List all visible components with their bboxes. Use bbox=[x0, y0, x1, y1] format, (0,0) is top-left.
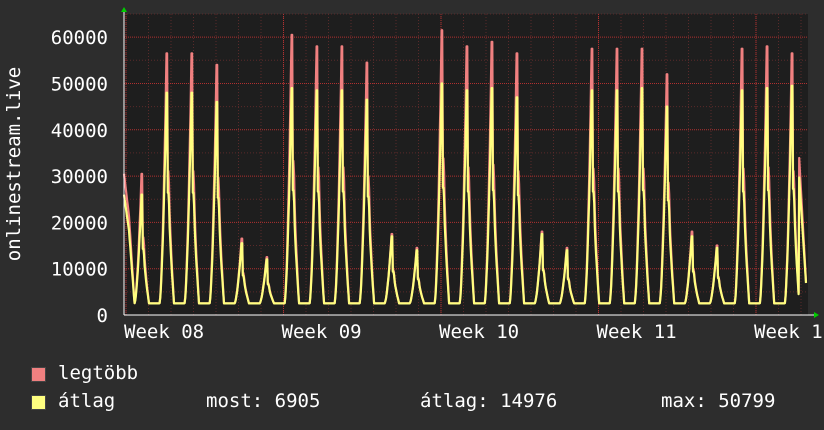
legend-label-max: legtöbb bbox=[58, 362, 139, 384]
series-avg-line bbox=[122, 82, 808, 305]
y-axis-arrow bbox=[121, 7, 127, 12]
x-tick-label: Week 11 bbox=[597, 321, 677, 343]
legend-swatch-max bbox=[31, 367, 46, 382]
y-tick-label: 60000 bbox=[51, 27, 108, 49]
y-tick-label: 10000 bbox=[51, 259, 108, 281]
y-tick-label: 30000 bbox=[51, 166, 108, 188]
legend-now-value: most: 6905 bbox=[206, 390, 321, 412]
legend-avg-value: átlag: 14976 bbox=[420, 390, 558, 412]
y-tick-label: 40000 bbox=[51, 120, 108, 142]
legend-max-value: max: 50799 bbox=[661, 390, 776, 412]
x-tick-label: Week 10 bbox=[439, 321, 519, 343]
x-tick-label: Week 09 bbox=[282, 321, 362, 343]
y-tick-label: 20000 bbox=[51, 212, 108, 234]
y-axis-label: onlinestream.live bbox=[3, 67, 25, 261]
x-tick-label: Week 08 bbox=[124, 321, 204, 343]
legend-label-avg: átlag bbox=[58, 390, 116, 412]
x-axis-arrow bbox=[814, 312, 819, 318]
y-tick-label: 0 bbox=[97, 305, 108, 327]
x-tick-label: Week 1 bbox=[754, 321, 823, 343]
y-tick-label: 50000 bbox=[51, 73, 108, 95]
legend-swatch-avg bbox=[31, 395, 46, 410]
